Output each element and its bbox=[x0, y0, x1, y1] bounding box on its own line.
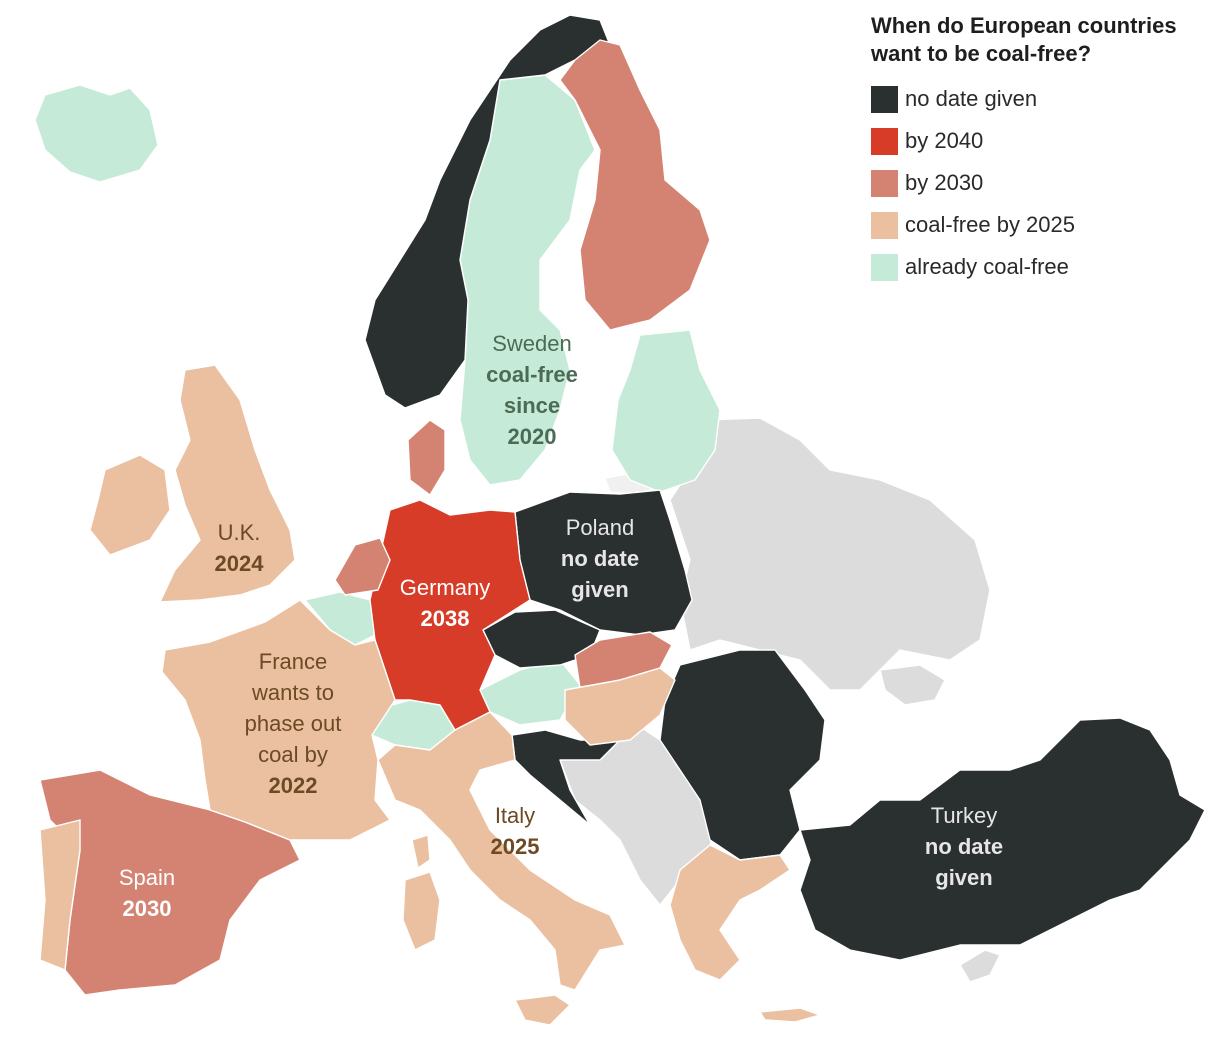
denmark-shape bbox=[407, 419, 446, 496]
label-uk-line1: 2024 bbox=[214, 551, 264, 576]
label-poland-line2: given bbox=[571, 577, 629, 602]
finland-shape bbox=[559, 39, 711, 331]
uk-shape bbox=[159, 364, 296, 603]
romania-bulgaria-shape bbox=[659, 649, 826, 861]
hungary-shape bbox=[564, 667, 676, 746]
label-sweden-name: Sweden bbox=[492, 331, 572, 356]
sicily-shape bbox=[514, 994, 571, 1026]
label-poland: Poland no date given bbox=[561, 512, 639, 605]
legend-swatch-2040 bbox=[871, 127, 898, 155]
label-germany-line1: 2038 bbox=[420, 606, 470, 631]
label-france-name-line1: France bbox=[258, 649, 328, 674]
legend-item: no date given bbox=[871, 78, 1216, 120]
label-germany-name: Germany bbox=[399, 575, 491, 600]
netherlands-shape bbox=[334, 537, 391, 596]
label-uk: U.K. 2024 bbox=[215, 517, 264, 579]
baltics-shape bbox=[611, 329, 721, 493]
label-poland-name: Poland bbox=[565, 515, 635, 540]
legend-label: by 2040 bbox=[905, 128, 984, 153]
label-turkey: Turkey no date given bbox=[925, 800, 1003, 893]
legend-title-line2: want to be coal-free? bbox=[871, 41, 1092, 66]
crete-shape bbox=[759, 1007, 821, 1023]
iceland-shape bbox=[34, 84, 159, 183]
label-spain-name: Spain bbox=[118, 865, 176, 890]
label-italy-name: Italy bbox=[494, 803, 536, 828]
label-sweden-line2: since bbox=[503, 393, 561, 418]
turkey-shape bbox=[799, 717, 1206, 961]
corsica-shape bbox=[411, 834, 431, 869]
label-spain-line1: 2030 bbox=[122, 896, 172, 921]
legend-swatch-2030 bbox=[871, 169, 898, 197]
label-sweden-line1: coal-free bbox=[486, 362, 578, 387]
legend-swatch-already bbox=[871, 253, 898, 281]
poland-shape bbox=[514, 489, 693, 636]
label-france-name-line2: wants to bbox=[252, 680, 334, 705]
label-turkey-name: Turkey bbox=[930, 803, 998, 828]
norway-shape bbox=[364, 14, 611, 409]
legend-item: already coal-free bbox=[871, 246, 1216, 288]
ireland-shape bbox=[89, 454, 171, 556]
label-italy: Italy 2025 bbox=[491, 800, 540, 862]
legend-label: by 2030 bbox=[905, 170, 984, 195]
croatia-slovenia-shape bbox=[511, 729, 621, 826]
label-turkey-line1: no date bbox=[924, 834, 1004, 859]
italy-shape bbox=[377, 711, 626, 991]
label-poland-line1: no date bbox=[560, 546, 640, 571]
legend-item: coal-free by 2025 bbox=[871, 204, 1216, 246]
legend-title: When do European countries want to be co… bbox=[871, 12, 1216, 68]
label-france: France wants to phase out coal by 2022 bbox=[245, 646, 342, 801]
label-uk-name: U.K. bbox=[217, 520, 261, 545]
label-france-name-line3: phase out bbox=[244, 711, 342, 736]
legend-label: no date given bbox=[905, 86, 1038, 111]
belarus-ukraine-russia-region bbox=[669, 417, 991, 691]
cyprus-shape bbox=[959, 949, 1001, 983]
legend: When do European countries want to be co… bbox=[871, 12, 1216, 288]
greece-shape bbox=[669, 844, 791, 981]
sardinia-shape bbox=[402, 871, 441, 951]
legend-label: already coal-free bbox=[905, 254, 1069, 279]
legend-item: by 2040 bbox=[871, 120, 1216, 162]
legend-swatch-2025 bbox=[871, 211, 898, 239]
legend-swatch-no-date bbox=[871, 85, 898, 113]
crimea-region bbox=[879, 664, 946, 706]
legend-title-line1: When do European countries bbox=[871, 13, 1177, 38]
label-france-line1: 2022 bbox=[268, 773, 318, 798]
label-france-name-line4: coal by bbox=[258, 742, 328, 767]
label-italy-line1: 2025 bbox=[490, 834, 540, 859]
legend-item: by 2030 bbox=[871, 162, 1216, 204]
legend-label: coal-free by 2025 bbox=[905, 212, 1075, 237]
portugal-shape bbox=[39, 819, 81, 971]
label-germany: Germany 2038 bbox=[400, 572, 490, 634]
label-spain: Spain 2030 bbox=[119, 862, 175, 924]
label-sweden: Sweden coal-free since 2020 bbox=[486, 328, 578, 452]
label-sweden-line3: 2020 bbox=[507, 424, 557, 449]
france-shape bbox=[161, 599, 396, 841]
label-turkey-line2: given bbox=[935, 865, 993, 890]
